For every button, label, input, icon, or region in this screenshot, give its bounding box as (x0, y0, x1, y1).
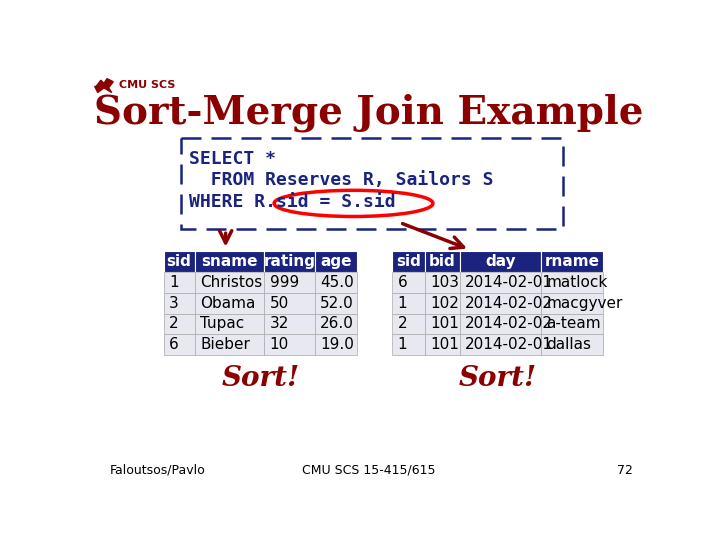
Text: Christos: Christos (200, 275, 262, 290)
Bar (392, 272, 425, 293)
Text: 1: 1 (169, 275, 179, 290)
Text: CMU SCS: CMU SCS (120, 80, 176, 90)
Text: 2014-02-02: 2014-02-02 (465, 316, 553, 332)
Text: 102: 102 (431, 295, 459, 310)
Bar (541, 334, 603, 355)
Bar (315, 272, 357, 293)
Bar (181, 138, 563, 229)
Bar (315, 293, 357, 314)
Text: a-team: a-team (546, 316, 601, 332)
Text: 19.0: 19.0 (320, 337, 354, 352)
Text: 26.0: 26.0 (320, 316, 354, 332)
Text: 2: 2 (169, 316, 179, 332)
Text: Tupac: Tupac (200, 316, 244, 332)
Text: macgyver: macgyver (546, 295, 623, 310)
Bar (541, 314, 603, 334)
Bar (459, 251, 541, 272)
Bar (425, 334, 459, 355)
Text: day: day (485, 254, 516, 269)
Bar (163, 314, 194, 334)
Bar (315, 334, 357, 355)
Bar (392, 334, 425, 355)
Text: 6: 6 (169, 337, 179, 352)
Text: age: age (320, 254, 352, 269)
Bar (425, 293, 459, 314)
Text: 999: 999 (270, 275, 299, 290)
Text: Sort!: Sort! (222, 365, 300, 392)
Bar (264, 251, 315, 272)
Text: 2014-02-02: 2014-02-02 (465, 295, 553, 310)
Text: 50: 50 (270, 295, 289, 310)
Text: sid: sid (396, 254, 421, 269)
Text: rating: rating (264, 254, 315, 269)
Bar (541, 251, 603, 272)
Text: Sort!: Sort! (459, 365, 536, 392)
Text: FROM Reserves R, Sailors S: FROM Reserves R, Sailors S (189, 171, 494, 189)
Text: 1: 1 (397, 295, 408, 310)
Text: 45.0: 45.0 (320, 275, 354, 290)
Text: dallas: dallas (546, 337, 591, 352)
Bar (315, 314, 357, 334)
Text: 3: 3 (169, 295, 179, 310)
Bar (541, 272, 603, 293)
Text: sname: sname (202, 254, 258, 269)
Bar (194, 251, 264, 272)
Text: 2: 2 (397, 316, 408, 332)
Bar (392, 314, 425, 334)
Text: 101: 101 (431, 337, 459, 352)
Bar (459, 314, 541, 334)
Text: 2014-02-01: 2014-02-01 (465, 337, 553, 352)
Bar (264, 314, 315, 334)
Bar (264, 293, 315, 314)
Bar (425, 251, 459, 272)
Text: SELECT *: SELECT * (189, 150, 276, 167)
Text: 72: 72 (616, 464, 632, 477)
Bar (163, 251, 194, 272)
Bar (541, 293, 603, 314)
Text: 103: 103 (431, 275, 459, 290)
Text: 2014-02-01: 2014-02-01 (465, 275, 553, 290)
Bar (163, 293, 194, 314)
Text: 6: 6 (397, 275, 408, 290)
Text: 101: 101 (431, 316, 459, 332)
Bar (194, 334, 264, 355)
Text: 32: 32 (270, 316, 289, 332)
Text: Obama: Obama (200, 295, 256, 310)
Bar (264, 272, 315, 293)
Bar (425, 314, 459, 334)
Bar (264, 334, 315, 355)
Text: rname: rname (544, 254, 600, 269)
Text: WHERE R.sid = S.sid: WHERE R.sid = S.sid (189, 193, 396, 211)
Bar (459, 272, 541, 293)
Text: Faloutsos/Pavlo: Faloutsos/Pavlo (109, 464, 205, 477)
Text: matlock: matlock (546, 275, 608, 290)
Bar (194, 293, 264, 314)
Text: Bieber: Bieber (200, 337, 250, 352)
Bar (163, 334, 194, 355)
Bar (392, 293, 425, 314)
Bar (459, 293, 541, 314)
Text: CMU SCS 15-415/615: CMU SCS 15-415/615 (302, 464, 436, 477)
Bar (163, 272, 194, 293)
Bar (194, 314, 264, 334)
Polygon shape (94, 79, 113, 92)
Text: 1: 1 (397, 337, 408, 352)
Text: 10: 10 (270, 337, 289, 352)
Text: sid: sid (167, 254, 192, 269)
Bar (425, 272, 459, 293)
Bar (459, 334, 541, 355)
Bar (392, 251, 425, 272)
Text: Sort-Merge Join Example: Sort-Merge Join Example (94, 93, 644, 132)
Text: 52.0: 52.0 (320, 295, 354, 310)
Bar (194, 272, 264, 293)
Text: bid: bid (429, 254, 456, 269)
Bar (315, 251, 357, 272)
